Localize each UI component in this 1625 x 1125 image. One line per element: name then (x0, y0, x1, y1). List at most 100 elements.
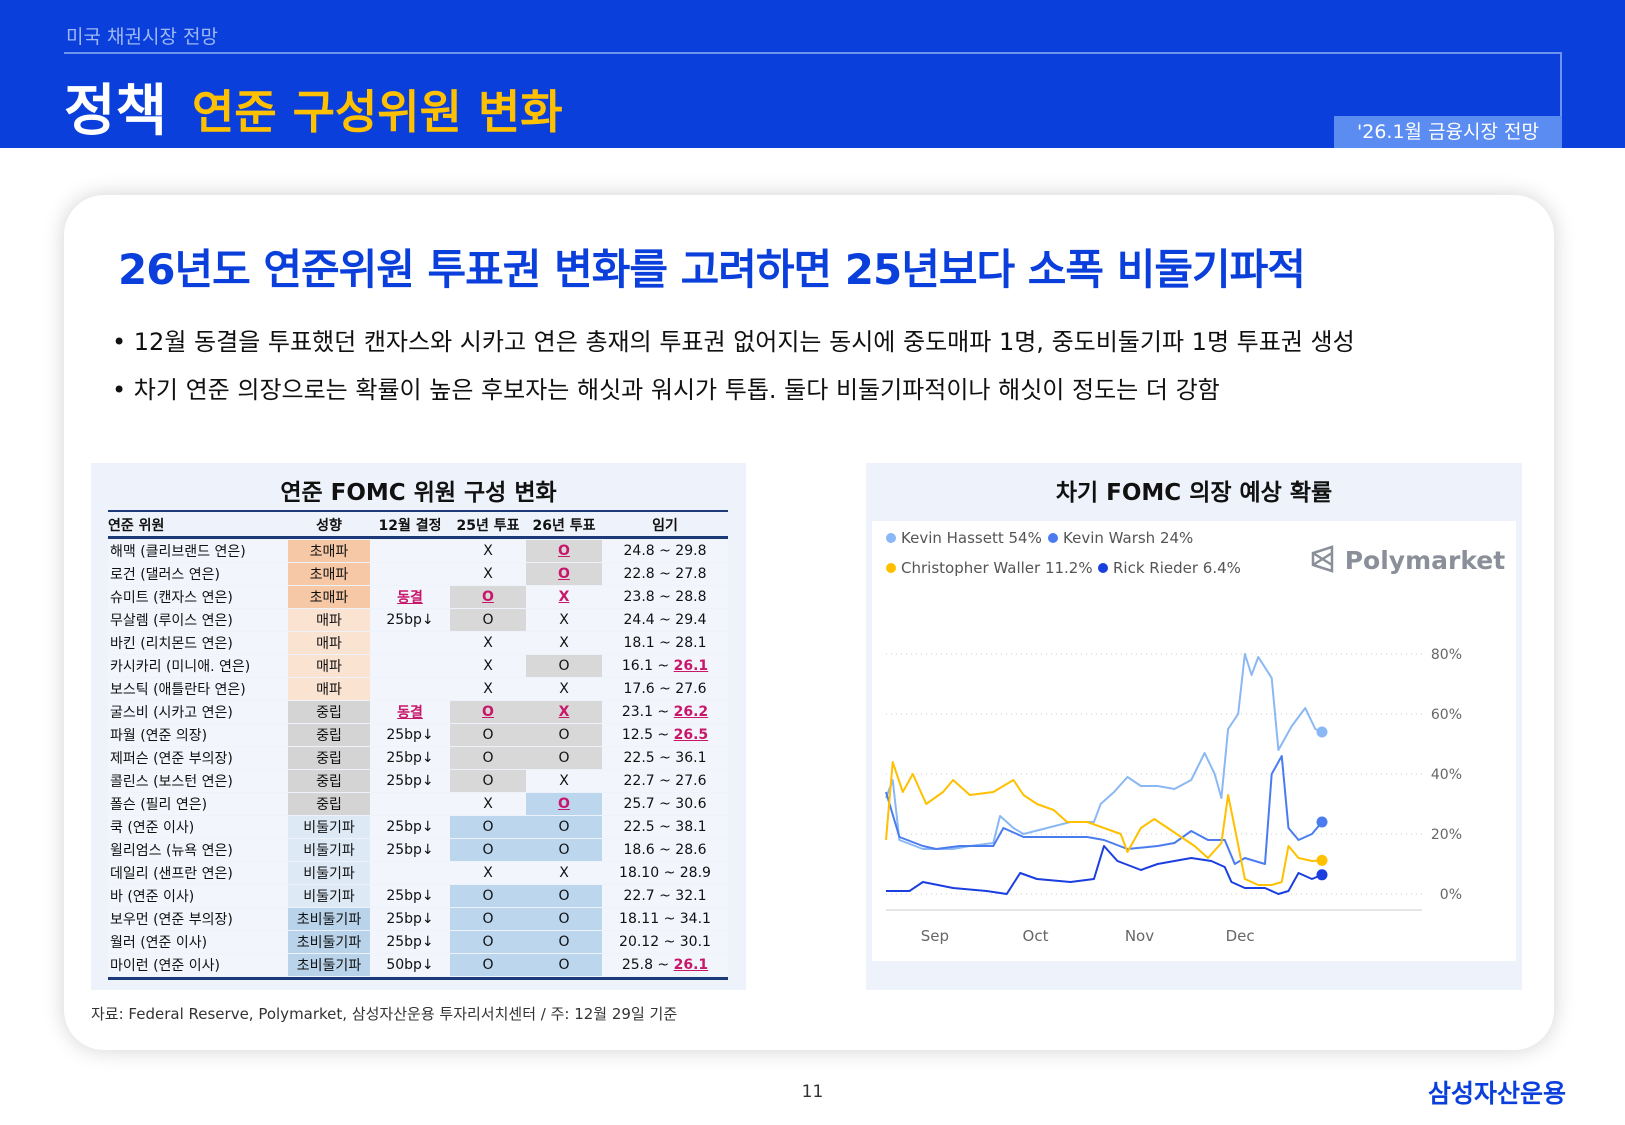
stance-cell-text: 초비둘기파 (296, 935, 362, 951)
term-cell-text: 22.7 ~ 32.1 (623, 888, 707, 904)
x-tick-label: Sep (921, 927, 949, 945)
dec-cell (370, 540, 450, 562)
term-cell-text: 12.5 ~ (621, 727, 674, 743)
dec-cell: 동결 (370, 701, 450, 723)
polymarket-logo: Polymarket (1310, 545, 1505, 575)
stance-cell-text: 초매파 (309, 567, 349, 583)
stance-cell-text: 중립 (316, 705, 342, 721)
term-cell: 22.7 ~ 27.6 (602, 770, 728, 792)
table-row: 바 (연준 이사) 비둘기파 25bp↓ O O 22.7 ~ 32.1 (108, 885, 728, 907)
v26-cell: X (526, 632, 602, 654)
series-end-point (1316, 869, 1328, 881)
stance-cell: 매파 (288, 655, 370, 677)
column-header: 연준 위원 (108, 513, 288, 539)
fomc-members-table: 연준 위원 성향 12월 결정 25년 투표 26년 투표 임기 해맥 (클리브랜드 연은… (108, 510, 728, 980)
v25-cell: O (450, 724, 526, 746)
member-name: 데일리 (샌프란 연은) (108, 862, 288, 884)
v26-cell-text: X (559, 635, 569, 651)
v26-cell-text: X (558, 704, 570, 720)
v25-cell: O (450, 839, 526, 861)
term-cell-text: 20.12 ~ 30.1 (619, 934, 711, 950)
y-tick-label: 0% (1440, 887, 1462, 903)
stance-cell-text: 중립 (316, 797, 342, 813)
v26-cell-text: O (558, 543, 570, 559)
stance-cell-text: 초비둘기파 (296, 958, 362, 974)
y-tick-label: 40% (1431, 767, 1462, 783)
member-name: 파월 (연준 의장) (108, 724, 288, 746)
term-cell-text: 22.5 ~ 38.1 (623, 819, 707, 835)
v25-cell-text: O (482, 934, 494, 950)
v25-cell-text: X (483, 865, 493, 881)
report-badge: '26.1월 금융시장 전망 (1334, 116, 1562, 148)
v26-cell-text: O (558, 934, 570, 950)
series-line (885, 653, 1323, 850)
table-row: 슈미트 (캔자스 연은) 초매파 동결 O X 23.8 ~ 28.8 (108, 586, 728, 608)
term-cell-text: 25.7 ~ 30.6 (623, 796, 707, 812)
term-cell-text: 16.1 ~ (621, 658, 674, 674)
member-name: 슈미트 (캔자스 연은) (108, 586, 288, 608)
dec-cell-text: 25bp↓ (386, 842, 434, 858)
v26-cell: O (526, 747, 602, 769)
table-row: 로건 (댈러스 연은) 초매파 X O 22.8 ~ 27.8 (108, 563, 728, 585)
stance-cell: 초매파 (288, 563, 370, 585)
dec-cell (370, 678, 450, 700)
dec-cell: 25bp↓ (370, 816, 450, 838)
table-row: 바킨 (리치몬드 연은) 매파 X X 18.1 ~ 28.1 (108, 632, 728, 654)
member-name: 월러 (연준 이사) (108, 931, 288, 953)
v25-cell: X (450, 793, 526, 815)
bullet-1: • 12월 동결을 투표했던 캔자스와 시카고 연은 총재의 투표권 없어지는 … (112, 328, 1355, 356)
stance-cell-text: 비둘기파 (303, 843, 355, 859)
dec-cell: 25bp↓ (370, 747, 450, 769)
member-name: 로건 (댈러스 연은) (108, 563, 288, 585)
dec-cell-text: 25bp↓ (386, 888, 434, 904)
v25-cell: O (450, 586, 526, 608)
table-row: 콜린스 (보스턴 연은) 중립 25bp↓ O X 22.7 ~ 27.6 (108, 770, 728, 792)
stance-cell-text: 중립 (316, 751, 342, 767)
term-cell: 18.1 ~ 28.1 (602, 632, 728, 654)
term-cell: 18.11 ~ 34.1 (602, 908, 728, 930)
stance-cell: 초비둘기파 (288, 908, 370, 930)
legend-label: Kevin Hassett 54% (901, 529, 1042, 547)
v25-cell-text: O (482, 888, 494, 904)
term-cell: 12.5 ~ 26.5 (602, 724, 728, 746)
v25-cell: O (450, 931, 526, 953)
divider (64, 52, 1562, 54)
dec-cell-text: 25bp↓ (386, 727, 434, 743)
x-tick-label: Nov (1125, 927, 1154, 945)
dec-cell: 50bp↓ (370, 954, 450, 976)
v26-cell: X (526, 678, 602, 700)
stance-cell-text: 매파 (316, 613, 342, 629)
source-note: 자료: Federal Reserve, Polymarket, 삼성자산운용 … (91, 1005, 678, 1023)
dec-cell: 25bp↓ (370, 908, 450, 930)
stance-cell: 초매파 (288, 540, 370, 562)
term-end-text: 26.1 (673, 957, 709, 973)
member-name-text: 월러 (연준 이사) (110, 935, 208, 951)
v25-cell: O (450, 770, 526, 792)
term-cell: 23.1 ~ 26.2 (602, 701, 728, 723)
v26-cell-text: X (559, 773, 569, 789)
term-cell: 18.6 ~ 28.6 (602, 839, 728, 861)
dec-cell-text: 동결 (397, 590, 423, 606)
stance-cell: 초매파 (288, 586, 370, 608)
dec-cell-text: 25bp↓ (386, 934, 434, 950)
member-name-text: 보스틱 (애틀란타 연은) (110, 682, 246, 698)
line-chart: 0% 20% 40% 60% 80% Sep Oct Nov Dec (885, 647, 1462, 945)
member-name-text: 무살렘 (루이스 연은) (110, 613, 233, 629)
v25-cell-text: O (482, 957, 494, 973)
legend-item: Rick Rieder 6.4% (1098, 559, 1241, 577)
legend-item: Kevin Warsh 24% (1048, 529, 1193, 547)
v25-cell: X (450, 862, 526, 884)
table-row: 보스틱 (애틀란타 연은) 매파 X X 17.6 ~ 27.6 (108, 678, 728, 700)
dec-cell-text: 25bp↓ (386, 819, 434, 835)
dec-cell: 25bp↓ (370, 770, 450, 792)
dec-cell: 동결 (370, 586, 450, 608)
stance-cell: 중립 (288, 770, 370, 792)
v25-cell-text: O (482, 773, 494, 789)
member-name: 마이런 (연준 이사) (108, 954, 288, 976)
member-name: 바킨 (리치몬드 연은) (108, 632, 288, 654)
v25-cell: O (450, 885, 526, 907)
section-label: 미국 채권시장 전망 (66, 26, 218, 48)
stance-cell: 매파 (288, 678, 370, 700)
v26-cell: X (526, 862, 602, 884)
member-name-text: 폴슨 (필리 연은) (110, 797, 208, 813)
